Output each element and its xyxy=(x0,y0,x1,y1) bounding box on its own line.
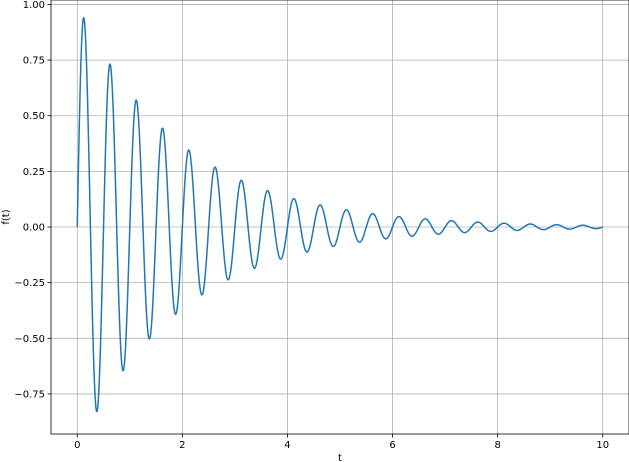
y-tick-label: −0.50 xyxy=(14,334,45,345)
y-tick-label: 1.00 xyxy=(23,0,45,11)
ticks: 0 2 4 6 8 10 −0.75 −0.50 −0.25 0.00 0.25 0.50 0.75 1.… xyxy=(14,0,609,451)
y-tick-label: −0.75 xyxy=(14,389,45,400)
x-axis-label: t xyxy=(338,453,342,462)
y-tick-label: 0.25 xyxy=(23,167,45,178)
x-tick-label: 8 xyxy=(494,440,500,451)
y-tick-label: 0.75 xyxy=(23,56,45,67)
x-tick-label: 4 xyxy=(284,440,290,451)
plot-frame xyxy=(50,0,629,435)
y-axis-label: f(t) xyxy=(1,209,12,224)
y-tick-label: 0.50 xyxy=(23,111,45,122)
y-tick-label: −0.25 xyxy=(14,278,45,289)
y-tick-label: 0.00 xyxy=(23,223,45,234)
x-tick-label: 6 xyxy=(389,440,395,451)
series-layer xyxy=(76,17,604,413)
x-tick-label: 0 xyxy=(74,440,80,451)
x-tick-label: 2 xyxy=(179,440,185,451)
series-line xyxy=(76,17,604,413)
x-tick-label: 10 xyxy=(596,440,609,451)
